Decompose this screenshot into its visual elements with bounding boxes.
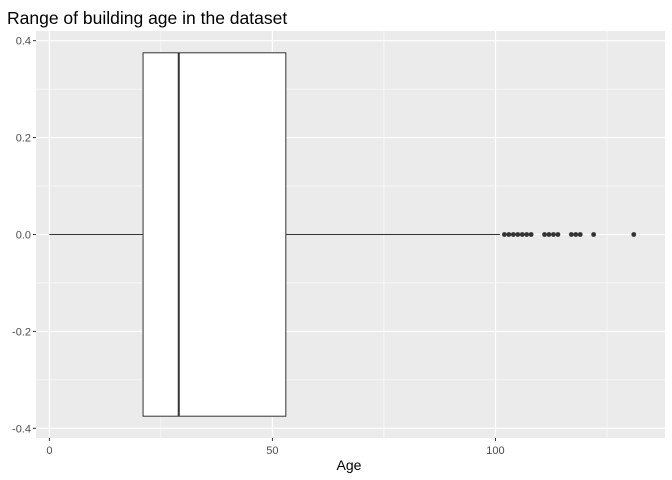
outlier-point xyxy=(528,232,534,237)
outlier-point xyxy=(631,232,637,237)
outlier-point xyxy=(573,232,579,237)
x-tick-label: 100 xyxy=(486,445,504,457)
outlier-point xyxy=(519,232,525,237)
outlier-point xyxy=(524,232,530,237)
interquartile-box xyxy=(142,52,287,417)
y-axis: -0.4 -0.2 0.0 0.2 0.4 xyxy=(12,36,36,435)
outlier-point xyxy=(591,232,597,237)
outlier-point xyxy=(577,232,583,237)
chart-title: Range of building age in the dataset xyxy=(7,8,287,28)
x-tick-label: 0 xyxy=(46,445,52,457)
outlier-point xyxy=(542,232,547,237)
outlier-point xyxy=(515,232,521,237)
outlier-point xyxy=(551,232,556,237)
outlier-point xyxy=(546,232,552,237)
outlier-point xyxy=(506,232,512,237)
outlier-points xyxy=(502,232,637,237)
y-tick-label: 0.2 xyxy=(16,133,31,145)
box xyxy=(142,52,287,417)
x-axis-title: Age xyxy=(337,457,362,473)
y-tick-label: 0.4 xyxy=(16,36,31,48)
outlier-point xyxy=(502,232,507,237)
y-tick-label: -0.2 xyxy=(12,326,31,338)
y-tick-label: 0.0 xyxy=(16,230,31,242)
y-tick-label: -0.4 xyxy=(12,423,31,435)
x-tick-label: 50 xyxy=(266,445,278,457)
outlier-point xyxy=(510,232,516,237)
x-axis: 0 50 100 xyxy=(46,438,505,457)
outlier-point xyxy=(555,232,561,237)
outlier-point xyxy=(568,232,574,237)
